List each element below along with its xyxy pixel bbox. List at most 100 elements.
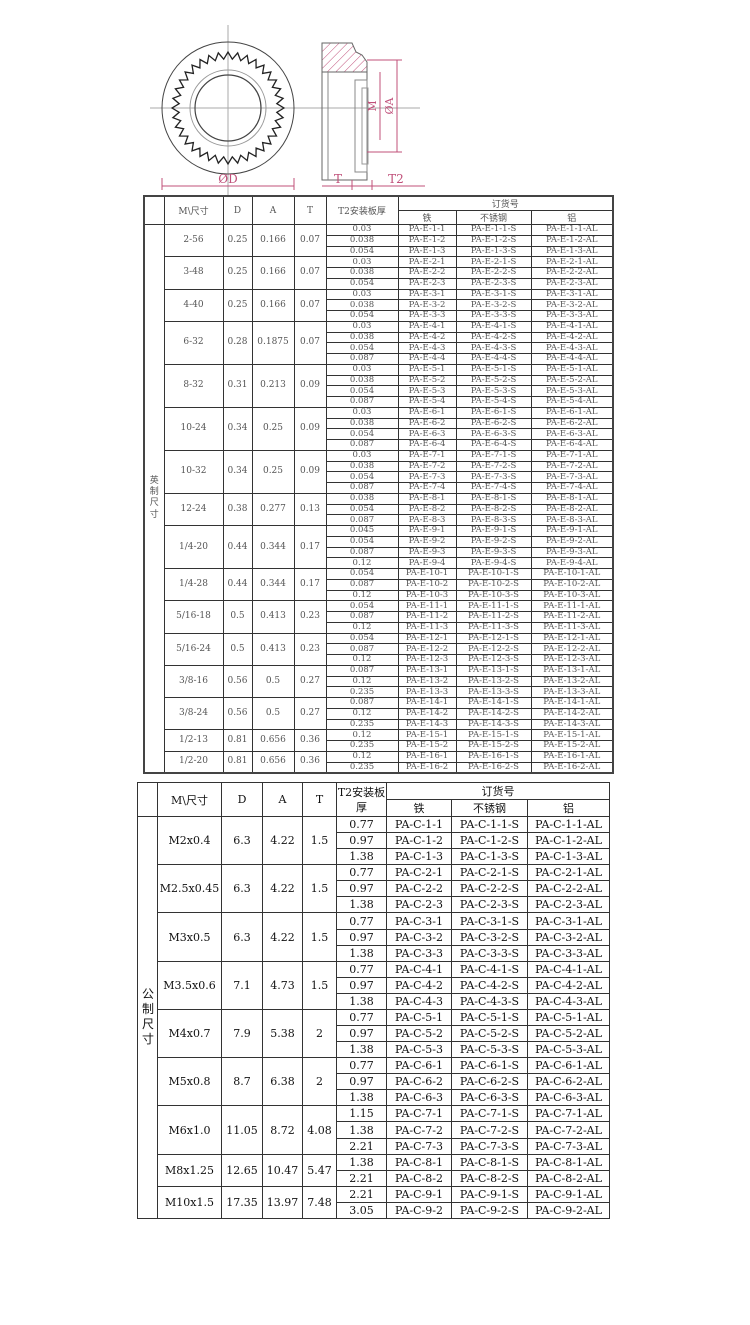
t2-cell: 0.77 xyxy=(336,912,387,930)
table-row: 0.235 PA-E-16-2 PA-E-16-2-S PA-E-16-2-AL xyxy=(144,761,614,774)
stainless-code-cell: PA-E-11-2-S xyxy=(455,611,532,623)
a-cell: 8.72 xyxy=(262,1105,303,1155)
header-row: M\尺寸 D A T T2安装板厚 订货号 xyxy=(143,195,614,225)
t2-cell: 1.38 xyxy=(336,1121,387,1139)
iron-code-cell: PA-C-4-3 xyxy=(386,992,452,1010)
aluminum-code-cell: PA-E-6-3-AL xyxy=(530,428,614,440)
iron-code-cell: PA-E-11-2 xyxy=(397,611,457,623)
aluminum-code-cell: PA-C-5-1-AL xyxy=(526,1008,611,1027)
t2-cell: 1.15 xyxy=(336,1105,387,1123)
iron-code-cell: PA-E-4-4 xyxy=(397,353,457,365)
aluminum-code-cell: PA-C-6-3-AL xyxy=(526,1089,611,1107)
t2-cell: 0.12 xyxy=(325,750,399,763)
table-row: 0.087 PA-E-5-4 PA-E-5-4-S PA-E-5-4-AL xyxy=(144,396,614,408)
stainless-code-cell: PA-E-1-2-S xyxy=(455,234,532,247)
table-row: M3x0.5 6.3 4.22 1.5 0.77 PA-C-3-1 PA-C-3-1-S PA… xyxy=(138,912,611,962)
stainless-code-cell: PA-E-11-3-S xyxy=(455,621,532,634)
stainless-code-cell: PA-C-6-1-S xyxy=(451,1057,528,1075)
d-cell: 12.65 xyxy=(221,1153,263,1187)
t2-cell: 0.087 xyxy=(325,664,399,677)
thread-circle xyxy=(189,69,267,147)
header-aluminum: 铝 xyxy=(526,799,611,817)
iron-code-cell: PA-E-5-3 xyxy=(397,385,457,397)
stainless-code-cell: PA-E-4-4-S xyxy=(455,353,532,365)
iron-code-cell: PA-C-5-1 xyxy=(386,1008,452,1027)
a-cell: 6.38 xyxy=(262,1057,303,1107)
header-row: M\尺寸 D A T T2安装板厚 订货号 xyxy=(137,782,611,817)
stainless-code-cell: PA-C-1-3-S xyxy=(451,848,528,866)
t-cell: 1.5 xyxy=(302,815,337,866)
t2-cell: 0.038 xyxy=(325,492,399,505)
a-cell: 0.277 xyxy=(251,492,295,527)
stainless-code-cell: PA-E-10-3-S xyxy=(455,589,532,602)
t2-cell: 1.38 xyxy=(336,1089,387,1107)
iron-code-cell: PA-E-2-1 xyxy=(397,256,457,268)
aluminum-code-cell: PA-E-13-3-AL xyxy=(530,686,614,698)
outer-circle xyxy=(161,41,295,175)
header-d: D xyxy=(221,782,263,817)
stainless-code-cell: PA-E-14-2-S xyxy=(455,707,532,720)
table-row: M4x0.7 7.9 5.38 2 0.77 PA-C-5-1 PA-C-5-1-S PA-C… xyxy=(138,1008,611,1059)
t-cell: 1.5 xyxy=(302,864,337,914)
table-row: 0.97 PA-C-2-2 PA-C-2-2-S PA-C-2-2-AL xyxy=(138,880,611,898)
t2-cell: 1.38 xyxy=(336,896,387,914)
d-cell: 6.3 xyxy=(221,815,263,866)
table-row: 3-48 0.25 0.166 0.07 0.03 PA-E-2-1 PA-E-2-1-S P… xyxy=(144,256,614,290)
iron-code-cell: PA-E-14-3 xyxy=(397,718,457,731)
d-cell: 0.56 xyxy=(222,696,253,731)
header-iron: 铁 xyxy=(397,210,457,225)
d-cell: 6.3 xyxy=(221,864,263,914)
iron-code-cell: PA-E-6-2 xyxy=(397,417,457,430)
stainless-code-cell: PA-C-3-2-S xyxy=(451,928,528,946)
stainless-code-cell: PA-E-13-2-S xyxy=(455,675,532,688)
table-row: 0.038 PA-E-7-2 PA-E-7-2-S PA-E-7-2-AL xyxy=(144,460,614,473)
aluminum-code-cell: PA-E-6-1-AL xyxy=(530,406,614,419)
t2-cell: 1.38 xyxy=(336,1153,387,1171)
header-a: A xyxy=(262,782,303,817)
iron-code-cell: PA-E-11-1 xyxy=(397,600,457,612)
t2-cell: 0.054 xyxy=(325,535,399,548)
t-cell: 0.23 xyxy=(293,632,327,666)
stainless-code-cell: PA-E-15-2-S xyxy=(455,740,532,752)
aluminum-code-cell: PA-E-12-2-AL xyxy=(530,643,614,655)
t2-cell: 0.97 xyxy=(336,880,387,898)
table-row: 8-32 0.31 0.213 0.09 0.03 PA-E-5-1 PA-E-5-1-S P… xyxy=(144,363,614,408)
d-cell: 0.34 xyxy=(222,449,253,494)
iron-code-cell: PA-E-4-1 xyxy=(397,320,457,333)
iron-code-cell: PA-C-9-1 xyxy=(386,1185,452,1203)
a-cell: 0.166 xyxy=(251,223,295,258)
table-row: 1.38 PA-C-7-2 PA-C-7-2-S PA-C-7-2-AL xyxy=(138,1121,611,1139)
t2-cell: 0.77 xyxy=(336,1057,387,1075)
t2-cell: 0.054 xyxy=(325,503,399,516)
size-cell: 1/2-13 xyxy=(163,729,224,752)
aluminum-code-cell: PA-E-4-2-AL xyxy=(530,331,614,344)
a-cell: 13.97 xyxy=(262,1185,303,1219)
stainless-code-cell: PA-C-9-2-S xyxy=(451,1201,528,1219)
d-cell: 0.25 xyxy=(222,256,253,290)
t2-cell: 0.038 xyxy=(325,417,399,430)
aluminum-code-cell: PA-C-6-2-AL xyxy=(526,1073,611,1091)
table-row: 3/8-24 0.56 0.5 0.27 0.087 PA-E-14-1 PA-E-14-1… xyxy=(144,696,614,731)
aluminum-code-cell: PA-C-5-2-AL xyxy=(526,1025,611,1043)
stainless-code-cell: PA-C-7-1-S xyxy=(451,1105,528,1123)
a-cell: 0.5 xyxy=(251,664,295,699)
aluminum-code-cell: PA-C-8-1-AL xyxy=(526,1153,611,1171)
stainless-code-cell: PA-E-8-2-S xyxy=(455,503,532,516)
iron-code-cell: PA-E-14-1 xyxy=(397,697,457,709)
table-row: 10-32 0.34 0.25 0.09 0.03 PA-E-7-1 PA-E-7-1-S P… xyxy=(144,449,614,494)
dimension-T2-label: T2 xyxy=(388,172,404,186)
a-cell: 0.166 xyxy=(251,288,295,322)
a-cell: 4.22 xyxy=(262,815,303,866)
header-row: 铁不锈钢铝 xyxy=(144,210,614,225)
aluminum-code-cell: PA-C-1-3-AL xyxy=(526,848,611,866)
iron-code-cell: PA-C-6-3 xyxy=(386,1089,452,1107)
stainless-code-cell: PA-E-5-2-S xyxy=(455,374,532,387)
stainless-code-cell: PA-C-8-1-S xyxy=(451,1153,528,1171)
size-cell: 1/4-20 xyxy=(163,525,224,569)
t2-cell: 0.054 xyxy=(325,471,399,483)
stainless-code-cell: PA-E-13-1-S xyxy=(455,664,532,677)
aluminum-code-cell: PA-C-3-1-AL xyxy=(526,912,611,930)
stainless-code-cell: PA-E-15-1-S xyxy=(455,729,532,741)
iron-code-cell: PA-E-16-1 xyxy=(397,750,457,763)
corner-cell xyxy=(143,195,165,225)
